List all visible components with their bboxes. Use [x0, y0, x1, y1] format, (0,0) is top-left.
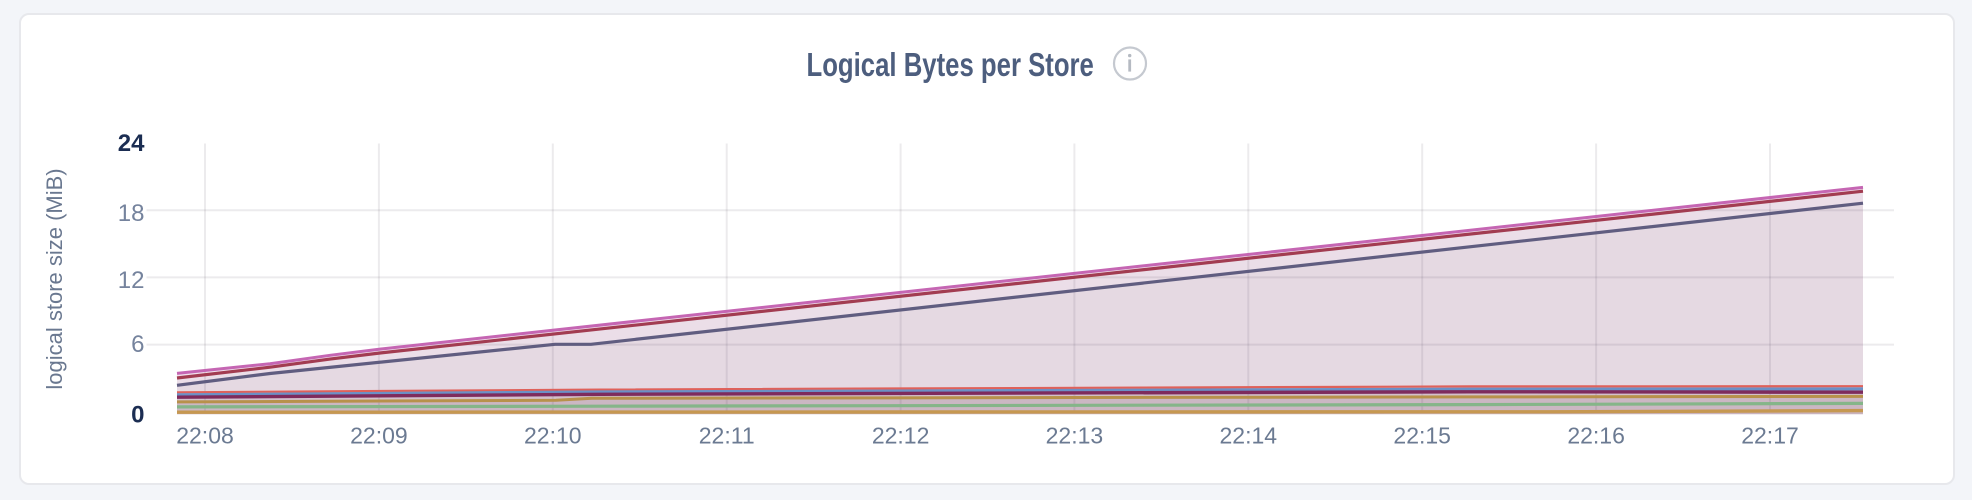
svg-text:24: 24 [118, 130, 145, 157]
svg-text:22:12: 22:12 [872, 423, 930, 449]
svg-text:22:14: 22:14 [1220, 423, 1278, 449]
svg-text:22:09: 22:09 [350, 423, 408, 449]
svg-text:22:16: 22:16 [1567, 423, 1625, 449]
svg-text:22:17: 22:17 [1741, 423, 1799, 449]
svg-text:22:08: 22:08 [176, 423, 234, 449]
svg-text:0: 0 [131, 402, 144, 429]
svg-text:Logical Bytes per Store: Logical Bytes per Store [807, 47, 1094, 84]
svg-text:6: 6 [131, 331, 144, 358]
svg-text:22:10: 22:10 [524, 423, 582, 449]
svg-text:22:13: 22:13 [1046, 423, 1104, 449]
svg-text:22:15: 22:15 [1393, 423, 1451, 449]
svg-text:18: 18 [118, 200, 145, 227]
svg-text:logical store size (MiB): logical store size (MiB) [42, 168, 67, 389]
svg-text:22:11: 22:11 [699, 423, 755, 449]
svg-text:12: 12 [118, 267, 145, 294]
